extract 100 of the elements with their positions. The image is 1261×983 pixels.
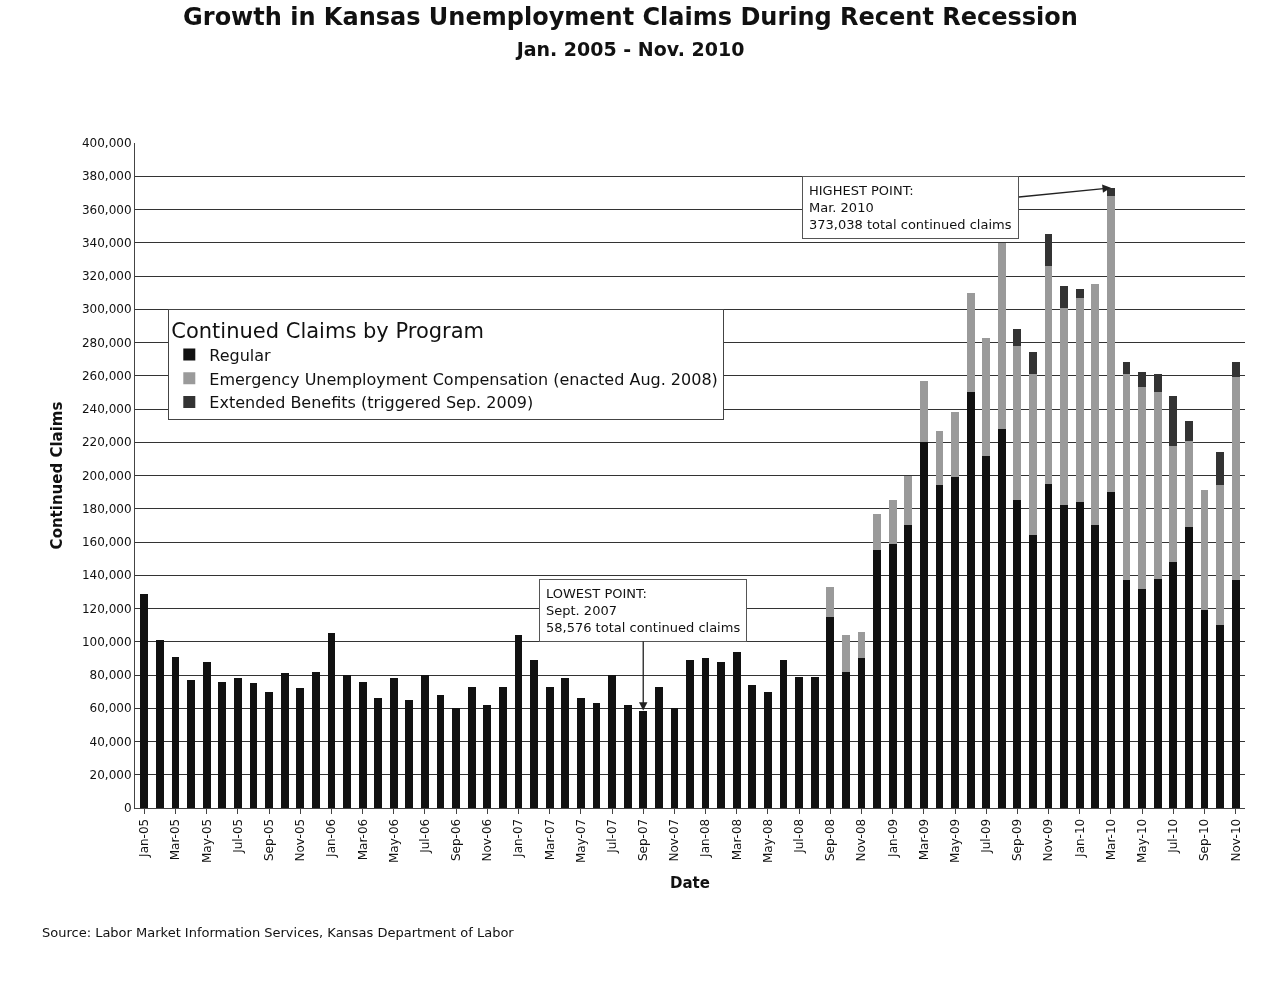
bar	[234, 678, 242, 808]
bar	[951, 477, 959, 808]
bar	[327, 633, 336, 808]
bar	[1060, 285, 1069, 308]
legend-title: Continued Claims by Program	[171, 318, 485, 343]
y-tick-label: 340,000	[81, 235, 132, 250]
bar	[1060, 307, 1069, 506]
bar	[795, 676, 804, 808]
annotation: HIGHEST POINT: Mar. 2010 373,038 total continued claims	[809, 183, 1012, 232]
bar	[982, 337, 991, 456]
bar	[436, 694, 445, 808]
bar	[1184, 420, 1193, 441]
bar	[1075, 297, 1084, 503]
bar	[826, 586, 835, 617]
bar	[1013, 345, 1022, 501]
bar	[1060, 505, 1069, 808]
x-tick-label: May-10	[1135, 818, 1150, 863]
bar	[280, 673, 289, 808]
x-tick-label: Mar-08	[729, 818, 744, 861]
bar	[608, 675, 616, 808]
bar	[919, 380, 928, 443]
bar	[670, 708, 679, 808]
x-tick-label: Sep-09	[1010, 818, 1025, 862]
y-tick-label: 180,000	[81, 501, 132, 516]
bar	[842, 635, 850, 672]
bar	[592, 703, 601, 808]
bar	[187, 679, 196, 808]
x-tick-label: Jul-08	[792, 818, 807, 854]
x-tick-label: Mar-07	[542, 818, 557, 861]
x-tick-label: May-08	[760, 818, 775, 863]
bar	[1169, 561, 1178, 808]
bar	[530, 660, 538, 808]
x-tick-label: Jul-07	[604, 818, 619, 854]
bar	[717, 661, 726, 808]
bar	[951, 412, 959, 478]
bar	[779, 660, 788, 808]
bar	[623, 704, 632, 808]
bar	[499, 686, 507, 808]
bar	[935, 485, 944, 808]
x-tick-label: Nov-08	[854, 818, 869, 862]
bar	[654, 686, 663, 808]
bar	[997, 428, 1006, 808]
bar	[265, 691, 273, 808]
x-tick-label: May-06	[386, 818, 401, 863]
y-tick-label: 0	[123, 801, 132, 816]
bar	[389, 678, 398, 808]
bar	[1184, 527, 1193, 808]
y-tick-label: 380,000	[81, 169, 132, 184]
bar	[1184, 440, 1193, 528]
legend-label: Emergency Unemployment Compensation (enacted Aug. 2008)	[209, 369, 718, 389]
y-tick-label: 200,000	[81, 468, 132, 483]
bar	[1231, 580, 1240, 808]
x-tick-label: Nov-06	[480, 818, 495, 862]
bar	[1029, 374, 1037, 536]
bar	[1122, 362, 1131, 375]
x-tick-label: Jul-06	[417, 818, 432, 854]
x-tick-label: Mar-09	[916, 818, 931, 861]
bar	[1138, 588, 1146, 808]
x-tick-label: Jan-10	[1072, 818, 1087, 858]
y-tick-label: 280,000	[81, 335, 132, 350]
bar	[982, 455, 991, 808]
bar	[1044, 483, 1053, 808]
bar	[966, 392, 975, 808]
bar	[826, 616, 835, 808]
bar	[483, 704, 492, 808]
x-tick-label: Mar-10	[1103, 818, 1118, 861]
bar	[966, 292, 975, 393]
bar	[452, 708, 461, 808]
x-tick-label: Mar-06	[355, 818, 370, 861]
bar	[1153, 392, 1162, 579]
bar	[748, 684, 757, 808]
bar	[545, 686, 554, 808]
bar	[732, 651, 741, 808]
x-tick-label: Nov-10	[1228, 818, 1243, 862]
bar	[810, 676, 819, 808]
y-tick-label: 40,000	[89, 734, 132, 749]
bar	[701, 658, 710, 808]
bar	[140, 593, 149, 808]
bar	[202, 661, 211, 808]
bar	[686, 660, 694, 808]
y-tick-label: 160,000	[81, 535, 132, 550]
bar	[1216, 485, 1224, 626]
y-tick-label: 140,000	[81, 568, 132, 583]
bar	[576, 698, 585, 808]
bar	[1107, 196, 1115, 493]
y-tick-label: 20,000	[89, 767, 132, 782]
y-tick-label: 300,000	[81, 302, 132, 317]
bar	[1231, 377, 1240, 581]
y-axis-title: Continued Claims	[48, 401, 67, 550]
y-tick-label: 320,000	[81, 269, 132, 284]
bar	[171, 656, 180, 808]
bar	[1091, 284, 1100, 526]
bar	[421, 675, 429, 808]
chart-subtitle: Jan. 2005 - Nov. 2010	[514, 37, 745, 60]
x-tick-label: Sep-07	[636, 818, 651, 862]
legend-label: Regular	[209, 345, 272, 365]
bar	[343, 675, 351, 808]
y-tick-label: 400,000	[81, 136, 132, 151]
bar	[1107, 492, 1115, 808]
x-tick-label: Jan-09	[885, 818, 900, 858]
